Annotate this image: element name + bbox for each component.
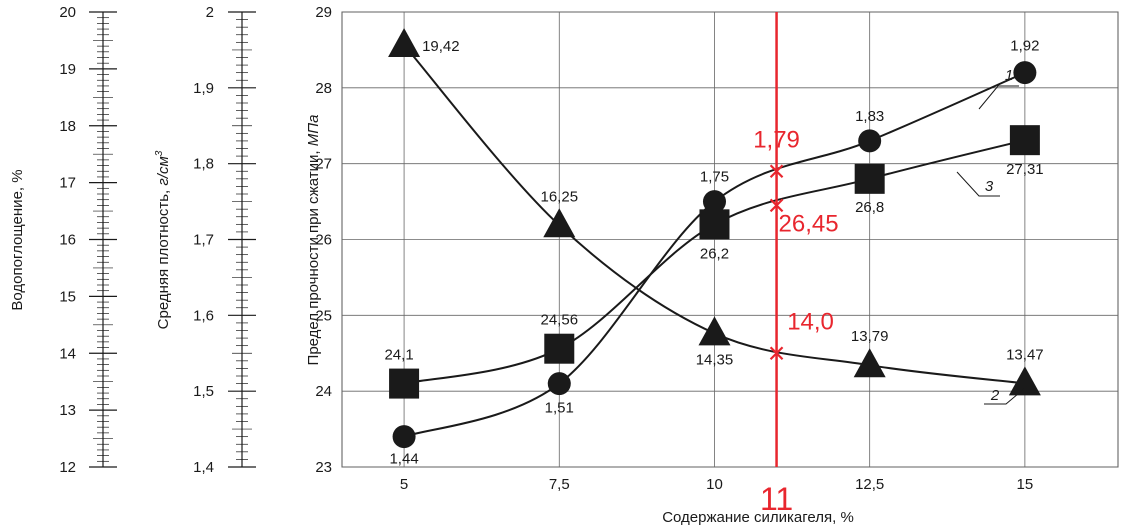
y-tick-label-water: 19 bbox=[59, 61, 76, 78]
y-tick-label-water: 13 bbox=[59, 402, 76, 419]
y-tick-label-strength: 24 bbox=[315, 383, 332, 400]
series-line-triangle bbox=[403, 44, 1025, 385]
curve-number-label: 2 bbox=[990, 387, 1000, 404]
y-axis-title-density: Средняя плотность, г/см3 bbox=[154, 150, 172, 329]
y-axis-title-strength: Предел прочности при сжатии, МПа bbox=[305, 115, 322, 366]
y-tick-label-water: 20 bbox=[59, 4, 76, 21]
point-triangle bbox=[853, 348, 886, 378]
y-tick-label-density: 1,9 bbox=[193, 80, 214, 97]
data-label: 27,31 bbox=[1006, 161, 1044, 178]
curve-number-label: 1 bbox=[1005, 67, 1013, 84]
intersection-label: 1,79 bbox=[753, 126, 800, 153]
data-label: 1,83 bbox=[855, 108, 884, 125]
point-circle bbox=[702, 190, 726, 214]
point-square bbox=[854, 163, 885, 194]
data-label: 26,2 bbox=[700, 245, 729, 262]
data-label: 16,25 bbox=[541, 188, 579, 205]
x-tick-label: 12,5 bbox=[855, 476, 884, 493]
point-circle bbox=[547, 372, 571, 396]
x-tick-label: 5 bbox=[400, 476, 408, 493]
data-label: 1,92 bbox=[1010, 38, 1039, 55]
y-tick-label-water: 14 bbox=[59, 345, 76, 362]
point-square bbox=[699, 209, 730, 240]
data-label: 1,44 bbox=[389, 451, 418, 468]
point-circle bbox=[858, 129, 882, 153]
point-triangle bbox=[388, 27, 421, 57]
marker-line-label: 11 bbox=[760, 481, 793, 517]
intersection-cross bbox=[769, 198, 784, 213]
y-tick-label-strength: 25 bbox=[315, 307, 332, 324]
x-tick-label: 15 bbox=[1017, 476, 1034, 493]
y-tick-label-density: 1,5 bbox=[193, 383, 214, 400]
y-tick-label-strength: 27 bbox=[315, 156, 332, 173]
intersection-cross bbox=[769, 346, 784, 361]
y-tick-label-water: 12 bbox=[59, 459, 76, 476]
y-tick-label-density: 2 bbox=[206, 4, 214, 21]
curve-number-label: 3 bbox=[985, 178, 994, 195]
y-tick-label-density: 1,6 bbox=[193, 307, 214, 324]
data-label: 13,47 bbox=[1006, 346, 1044, 363]
data-labels: 1,44 1,51 1,75 1,83 1,92 19,42 16,25 14,35 13,79… bbox=[384, 38, 1043, 468]
data-points bbox=[388, 27, 1041, 449]
marker-line-group: 11 1,79 26,45 14,0 bbox=[753, 12, 839, 517]
data-label: 1,75 bbox=[700, 169, 729, 186]
x-tick-label: 10 bbox=[706, 476, 723, 493]
intersection-cross bbox=[769, 164, 784, 179]
intersection-label: 26,45 bbox=[779, 210, 839, 237]
intersection-label: 14,0 bbox=[787, 308, 834, 335]
y-tick-label-water: 17 bbox=[59, 175, 76, 192]
data-label: 1,51 bbox=[545, 400, 574, 417]
y-tick-label-water: 18 bbox=[59, 118, 76, 135]
y-axis-title-water: Водопоглощение, % bbox=[9, 169, 26, 310]
point-circle bbox=[1013, 61, 1037, 85]
point-triangle bbox=[543, 208, 576, 238]
y-tick-label-density: 1,8 bbox=[193, 156, 214, 173]
x-tick-label: 7,5 bbox=[549, 476, 570, 493]
curve-callout-line bbox=[956, 171, 1000, 197]
point-triangle bbox=[1008, 366, 1041, 396]
data-label: 24,1 bbox=[384, 347, 413, 364]
y-tick-label-density: 1,4 bbox=[193, 459, 214, 476]
y-tick-label-strength: 28 bbox=[315, 80, 332, 97]
data-label: 19,42 bbox=[422, 38, 460, 55]
y-tick-label-strength: 26 bbox=[315, 232, 332, 249]
grid bbox=[341, 11, 1119, 468]
point-triangle bbox=[698, 316, 731, 346]
data-label: 14,35 bbox=[696, 351, 734, 368]
point-square bbox=[389, 368, 420, 399]
point-circle bbox=[392, 425, 416, 449]
data-label: 13,79 bbox=[851, 328, 889, 345]
y-tick-label-water: 16 bbox=[59, 232, 76, 249]
curve-callout-line bbox=[984, 387, 1026, 405]
y-tick-label-strength: 29 bbox=[315, 4, 332, 21]
curve-callout-line bbox=[978, 85, 1019, 110]
point-square bbox=[1009, 125, 1040, 156]
data-label: 26,8 bbox=[855, 199, 884, 216]
data-label: 24,56 bbox=[541, 312, 579, 329]
y-tick-label-density: 1,7 bbox=[193, 232, 214, 249]
point-square bbox=[544, 333, 575, 364]
x-axis-title: Содержание силикагеля, % bbox=[662, 509, 854, 526]
y-tick-label-strength: 23 bbox=[315, 459, 332, 476]
y-tick-label-water: 15 bbox=[59, 288, 76, 305]
